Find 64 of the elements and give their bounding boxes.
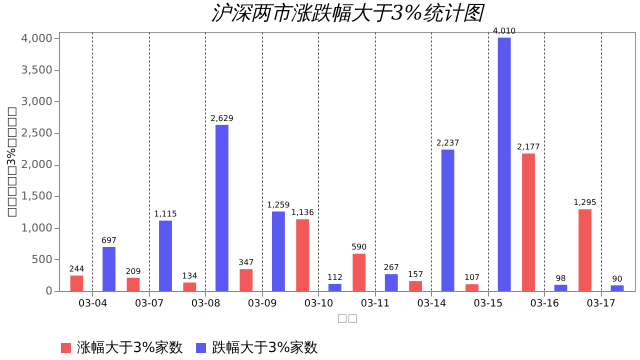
- x-tick-label: 03-07: [134, 298, 164, 310]
- bar: [328, 284, 342, 291]
- bar: [522, 153, 535, 291]
- bar: [352, 254, 366, 291]
- x-tick-label: 03-11: [360, 298, 390, 310]
- x-tick-label: 03-16: [530, 298, 560, 310]
- bar: [409, 281, 422, 291]
- legend-label: 涨幅大于3%家数: [77, 340, 184, 356]
- bar: [610, 285, 624, 291]
- bar: [183, 282, 196, 291]
- data-label: 590: [351, 242, 367, 252]
- y-tick-label: 500: [32, 252, 52, 266]
- x-tick-label: 03-04: [78, 298, 108, 310]
- legend-label: 跌幅大于3%家数: [212, 340, 318, 356]
- bar: [498, 38, 511, 291]
- y-tick-label: 1,000: [21, 221, 52, 234]
- data-label: 1,115: [154, 210, 177, 219]
- bar: [70, 276, 84, 291]
- y-tick-label: 3,500: [21, 63, 52, 76]
- y-tick-label: 1,500: [21, 190, 52, 203]
- data-label: 347: [238, 258, 254, 268]
- y-tick-label: 0: [46, 284, 52, 298]
- data-label: 112: [327, 272, 343, 282]
- data-label: 2,177: [517, 142, 540, 152]
- y-axis-title: □□□□□3%□□□□: [5, 106, 18, 218]
- y-tick-label: 2,000: [21, 158, 52, 172]
- bar: [240, 269, 253, 291]
- bar: [296, 219, 310, 291]
- bar: [578, 209, 592, 291]
- bar: [554, 284, 568, 291]
- bar: [159, 220, 172, 291]
- data-label: 98: [556, 274, 566, 283]
- data-label: 209: [126, 266, 141, 276]
- x-tick-label: 03-14: [417, 298, 446, 310]
- y-tick-label: 4,000: [21, 32, 52, 45]
- bar: [441, 150, 454, 291]
- x-tick-label: 03-17: [586, 298, 616, 310]
- x-tick-label: 03-09: [248, 298, 277, 310]
- x-tick-label: 03-15: [474, 298, 503, 310]
- chart-title: 沪深两市涨跌幅大于3%统计图: [211, 0, 485, 25]
- data-label: 2,629: [210, 114, 234, 123]
- data-label: 157: [408, 270, 424, 280]
- x-tick-label: 03-10: [304, 298, 334, 310]
- bar: [126, 278, 140, 291]
- bar: [272, 211, 285, 291]
- data-label: 90: [612, 274, 622, 284]
- x-tick-label: 03-08: [191, 298, 220, 310]
- data-label: 134: [182, 272, 198, 281]
- bar: [384, 274, 398, 291]
- data-label: 1,295: [574, 198, 596, 208]
- y-tick-label: 3,000: [21, 94, 52, 108]
- data-label: 697: [101, 236, 117, 245]
- bar: [466, 284, 478, 291]
- data-label: 2,237: [436, 138, 460, 148]
- data-label: 4,010: [492, 26, 516, 36]
- bar: [216, 124, 228, 291]
- data-label: 1,136: [291, 208, 314, 218]
- y-tick-label: 2,500: [21, 126, 52, 140]
- data-label: 244: [69, 264, 84, 274]
- data-label: 1,259: [266, 200, 290, 210]
- bar: [102, 246, 116, 291]
- data-label: 267: [384, 263, 400, 272]
- data-label: 107: [464, 273, 480, 282]
- x-axis-title: □□: [337, 312, 358, 324]
